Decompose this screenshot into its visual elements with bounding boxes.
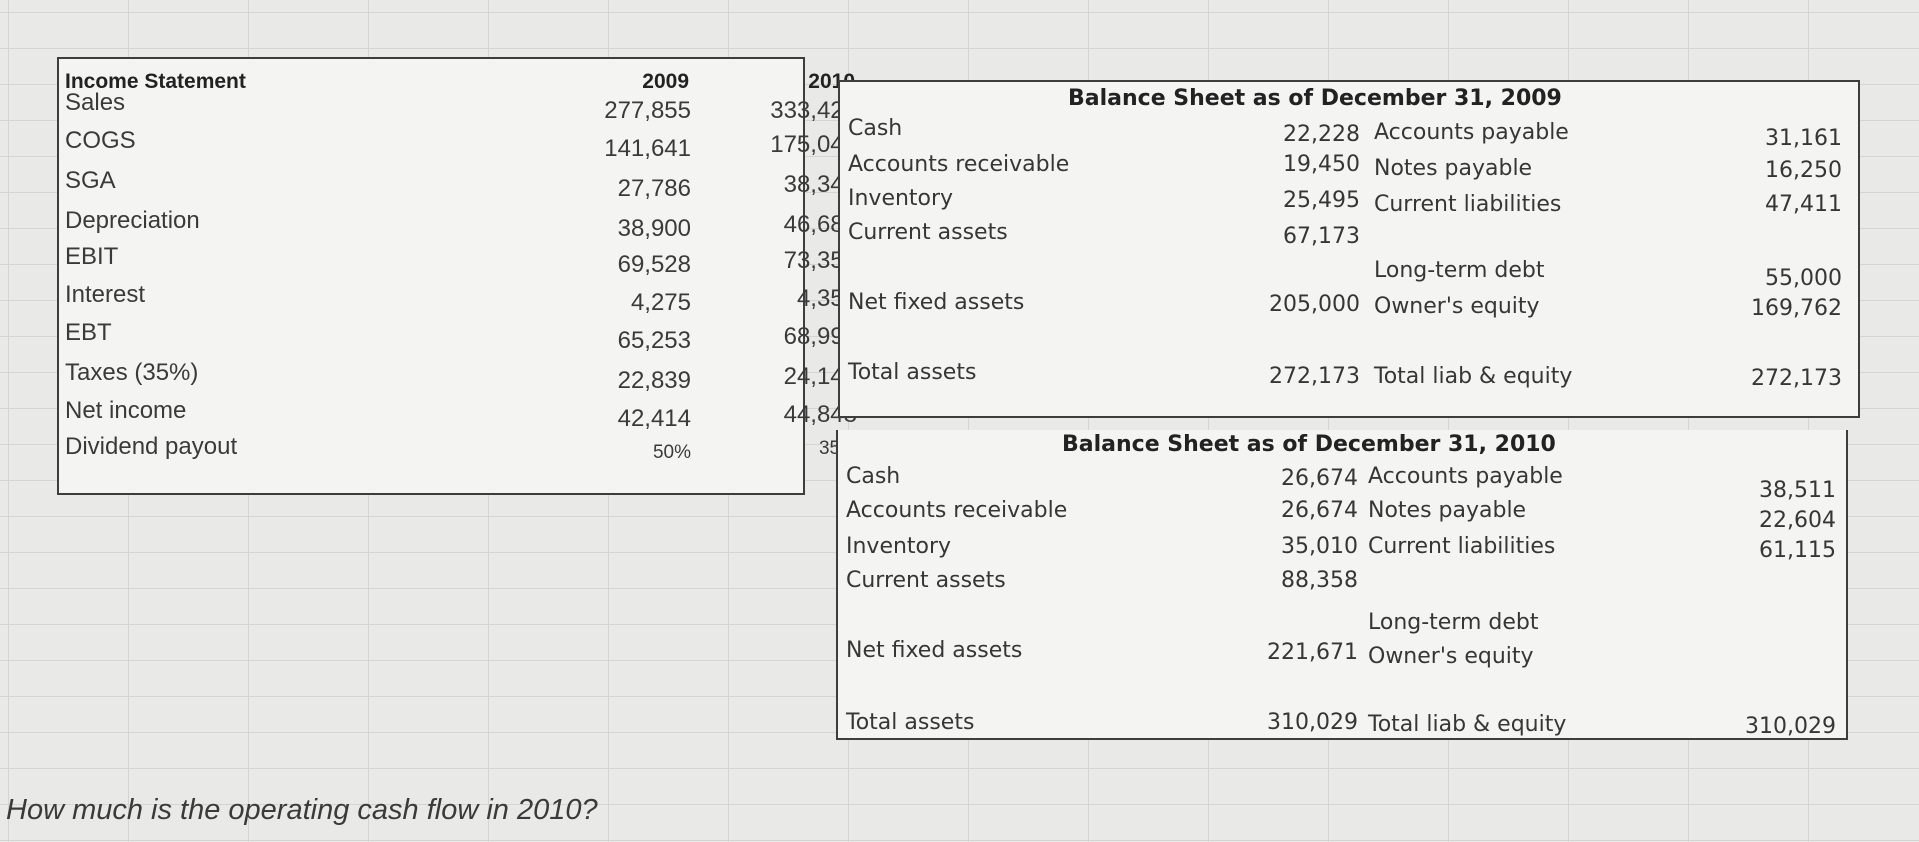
income-row-label[interactable]: EBIT <box>65 243 119 270</box>
net-fixed-assets-value[interactable]: 205,000 <box>1269 292 1360 317</box>
total-liab-equity-value[interactable]: 310,029 <box>1745 714 1836 739</box>
total-liab-equity-label[interactable]: Total liab & equity <box>1368 712 1567 737</box>
income-row-2010-value[interactable]: 44,848 <box>783 401 857 428</box>
accounts-payable-value[interactable]: 38,511 <box>1759 478 1836 503</box>
inventory-value[interactable]: 35,010 <box>1281 534 1358 559</box>
income-row-label[interactable]: SGA <box>65 167 116 194</box>
accounts-receivable-value[interactable]: 19,450 <box>1283 152 1360 177</box>
total-liab-equity-value[interactable]: 272,173 <box>1751 366 1842 391</box>
total-assets-value[interactable]: 310,029 <box>1267 710 1358 735</box>
accounts-receivable-value[interactable]: 26,674 <box>1281 498 1358 523</box>
income-row-2010-value[interactable]: 46,680 <box>783 211 857 238</box>
long-term-debt-label[interactable]: Long-term debt <box>1374 258 1545 283</box>
long-term-debt-value[interactable]: 55,000 <box>1765 266 1842 291</box>
total-assets-value[interactable]: 272,173 <box>1269 364 1360 389</box>
total-assets-label[interactable]: Total assets <box>848 360 977 385</box>
income-row-label[interactable]: Net income <box>65 397 187 424</box>
net-fixed-assets-value[interactable]: 221,671 <box>1267 640 1358 665</box>
inventory-label[interactable]: Inventory <box>848 186 954 211</box>
question-text[interactable]: How much is the operating cash flow in 2… <box>6 794 598 826</box>
accounts-receivable-label[interactable]: Accounts receivable <box>846 498 1068 523</box>
cash-label[interactable]: Cash <box>846 464 901 489</box>
notes-payable-value[interactable]: 16,250 <box>1765 158 1842 183</box>
accounts-payable-value[interactable]: 31,161 <box>1765 126 1842 151</box>
notes-payable-value[interactable]: 22,604 <box>1759 508 1836 533</box>
income-row-label[interactable]: COGS <box>65 127 136 154</box>
income-row-2009-value[interactable]: 141,641 <box>604 135 691 162</box>
current-assets-value[interactable]: 67,173 <box>1283 224 1360 249</box>
owners-equity-value[interactable]: 169,762 <box>1751 296 1842 321</box>
balance-2010-title[interactable]: Balance Sheet as of December 31, 2010 <box>1062 432 1556 457</box>
inventory-value[interactable]: 25,495 <box>1283 188 1360 213</box>
current-liabilities-value[interactable]: 61,115 <box>1759 538 1836 563</box>
balance-sheet-2009: Balance Sheet as of December 31, 2009 Ca… <box>838 80 1860 418</box>
income-row-2010-value[interactable]: 73,353 <box>783 247 857 274</box>
income-row-2010-value[interactable]: 175,049 <box>770 131 857 158</box>
current-assets-label[interactable]: Current assets <box>846 568 1006 593</box>
income-row-label[interactable]: Taxes (35%) <box>65 359 199 386</box>
income-row-label[interactable]: Depreciation <box>65 207 200 234</box>
owners-equity-label[interactable]: Owner's equity <box>1374 294 1540 319</box>
year-2009-header[interactable]: 2009 <box>642 70 689 93</box>
current-liabilities-label[interactable]: Current liabilities <box>1368 534 1556 559</box>
income-row-2009-value[interactable]: 277,855 <box>604 97 691 124</box>
long-term-debt-label[interactable]: Long-term debt <box>1368 610 1539 635</box>
income-row-2010-value[interactable]: 333,426 <box>770 97 857 124</box>
notes-payable-label[interactable]: Notes payable <box>1374 156 1533 181</box>
current-assets-label[interactable]: Current assets <box>848 220 1008 245</box>
income-row-label[interactable]: EBT <box>65 319 112 346</box>
net-fixed-assets-label[interactable]: Net fixed assets <box>848 290 1025 315</box>
income-statement-title[interactable]: Income Statement <box>65 70 246 93</box>
income-statement-table: Income Statement 2009 2010 Sales 277,855 3… <box>57 57 857 495</box>
accounts-payable-label[interactable]: Accounts payable <box>1368 464 1563 489</box>
income-row-2009-value[interactable]: 42,414 <box>617 405 691 432</box>
income-row-label[interactable]: Interest <box>65 281 146 308</box>
cash-value[interactable]: 22,228 <box>1283 122 1360 147</box>
notes-payable-label[interactable]: Notes payable <box>1368 498 1527 523</box>
current-liabilities-label[interactable]: Current liabilities <box>1374 192 1562 217</box>
cash-label[interactable]: Cash <box>848 116 903 141</box>
income-row-label[interactable]: Dividend payout <box>65 433 238 460</box>
balance-2009-title[interactable]: Balance Sheet as of December 31, 2009 <box>1068 86 1562 111</box>
total-assets-label[interactable]: Total assets <box>846 710 975 735</box>
inventory-label[interactable]: Inventory <box>846 534 952 559</box>
income-row-2009-value[interactable]: 4,275 <box>630 289 691 316</box>
owners-equity-label[interactable]: Owner's equity <box>1368 644 1534 669</box>
year-2010-header[interactable]: 2010 <box>808 70 855 93</box>
current-liabilities-value[interactable]: 47,411 <box>1765 192 1842 217</box>
cash-value[interactable]: 26,674 <box>1281 466 1358 491</box>
income-row-2010-value[interactable]: 68,997 <box>783 323 857 350</box>
net-fixed-assets-label[interactable]: Net fixed assets <box>846 638 1023 663</box>
balance-sheet-2010: Balance Sheet as of December 31, 2010 Ca… <box>836 430 1848 740</box>
current-assets-value[interactable]: 88,358 <box>1281 568 1358 593</box>
income-row-label[interactable]: Sales <box>65 89 126 116</box>
income-row-2010-value[interactable]: 38,344 <box>783 171 857 198</box>
income-row-2009-value[interactable]: 22,839 <box>617 367 691 394</box>
income-row-2009-value[interactable]: 50% <box>652 442 691 463</box>
income-row-2009-value[interactable]: 27,786 <box>617 175 691 202</box>
accounts-payable-label[interactable]: Accounts payable <box>1374 120 1569 145</box>
income-row-2009-value[interactable]: 38,900 <box>617 215 691 242</box>
accounts-receivable-label[interactable]: Accounts receivable <box>848 152 1070 177</box>
income-row-2010-value[interactable]: 4,356 <box>796 285 857 312</box>
income-row-2009-value[interactable]: 65,253 <box>617 327 691 354</box>
total-liab-equity-label[interactable]: Total liab & equity <box>1374 364 1573 389</box>
income-row-2009-value[interactable]: 69,528 <box>617 251 691 278</box>
income-row-2010-value[interactable]: 24,149 <box>783 363 857 390</box>
income-row-2010-value[interactable]: 35% <box>669 439 857 458</box>
